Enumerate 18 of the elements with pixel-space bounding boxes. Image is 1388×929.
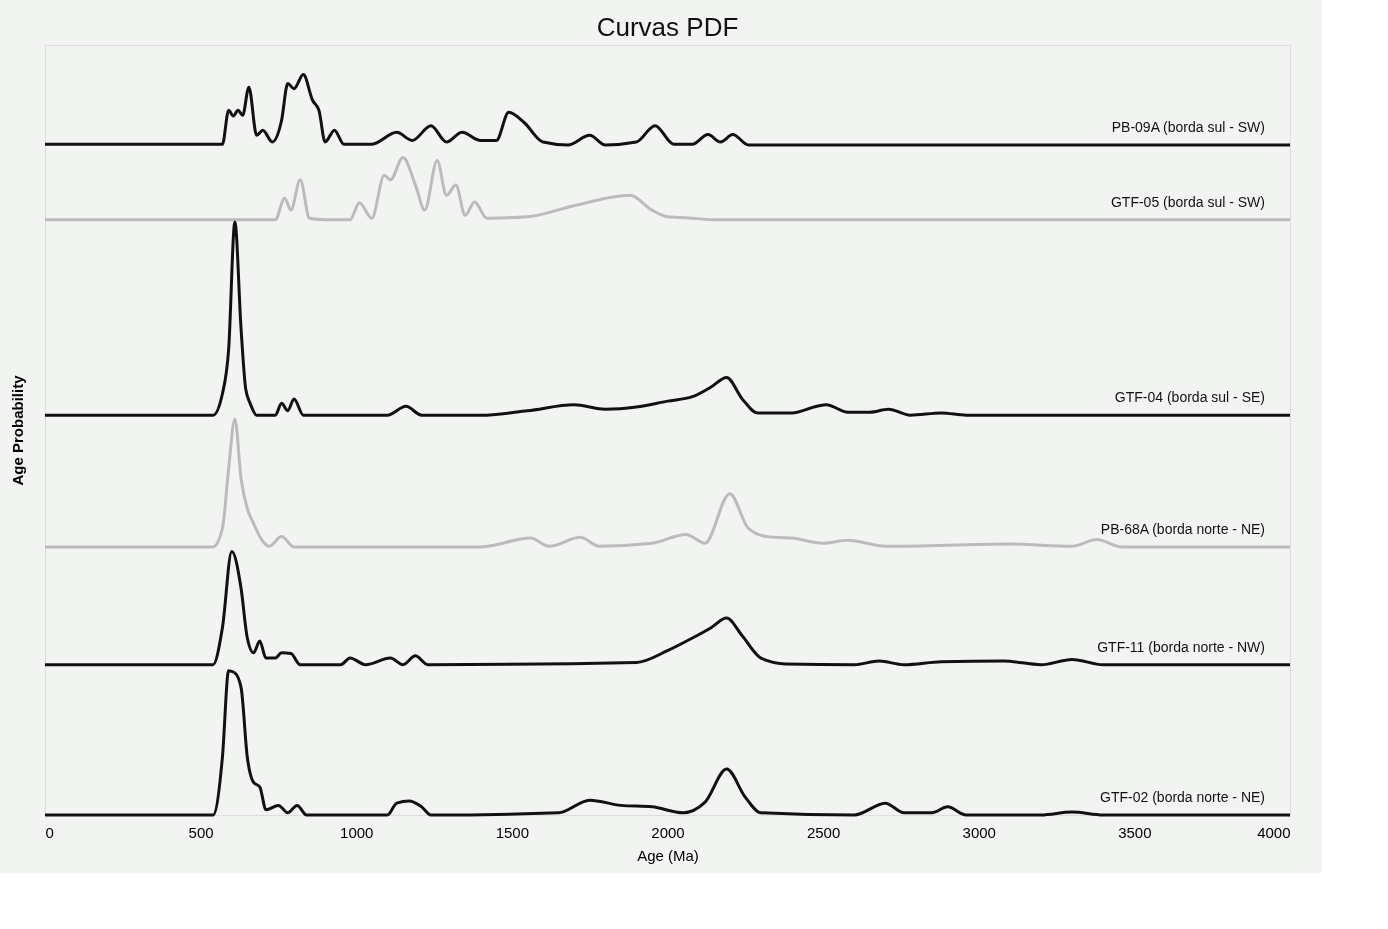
x-tick-label: 3500	[1118, 823, 1152, 841]
series-label: GTF-05 (borda sul - SW)	[1110, 193, 1265, 210]
y-axis-title: Age Probability	[8, 374, 26, 486]
chart-title: Curvas PDF	[596, 12, 739, 42]
series-label: PB-09A (borda sul - SW)	[1111, 118, 1265, 135]
x-tick-label: 500	[188, 823, 214, 841]
x-tick-label: 1000	[340, 823, 374, 841]
x-axis-title: Age (Ma)	[637, 846, 699, 864]
series-label: PB-68A (borda norte - NE)	[1100, 520, 1265, 537]
x-tick-label: 2000	[651, 823, 685, 841]
x-tick-label: 2500	[806, 823, 841, 841]
series-label: GTF-11 (borda norte - NW)	[1097, 638, 1265, 655]
x-tick-label: 3000	[962, 823, 996, 841]
x-tick-label: 4000	[1257, 823, 1291, 841]
series-label: GTF-04 (borda sul - SE)	[1114, 389, 1265, 406]
x-tick-label: 0	[45, 823, 54, 841]
x-tick-label: 1500	[495, 823, 530, 841]
series-label: GTF-02 (borda norte - NE)	[1100, 789, 1265, 805]
